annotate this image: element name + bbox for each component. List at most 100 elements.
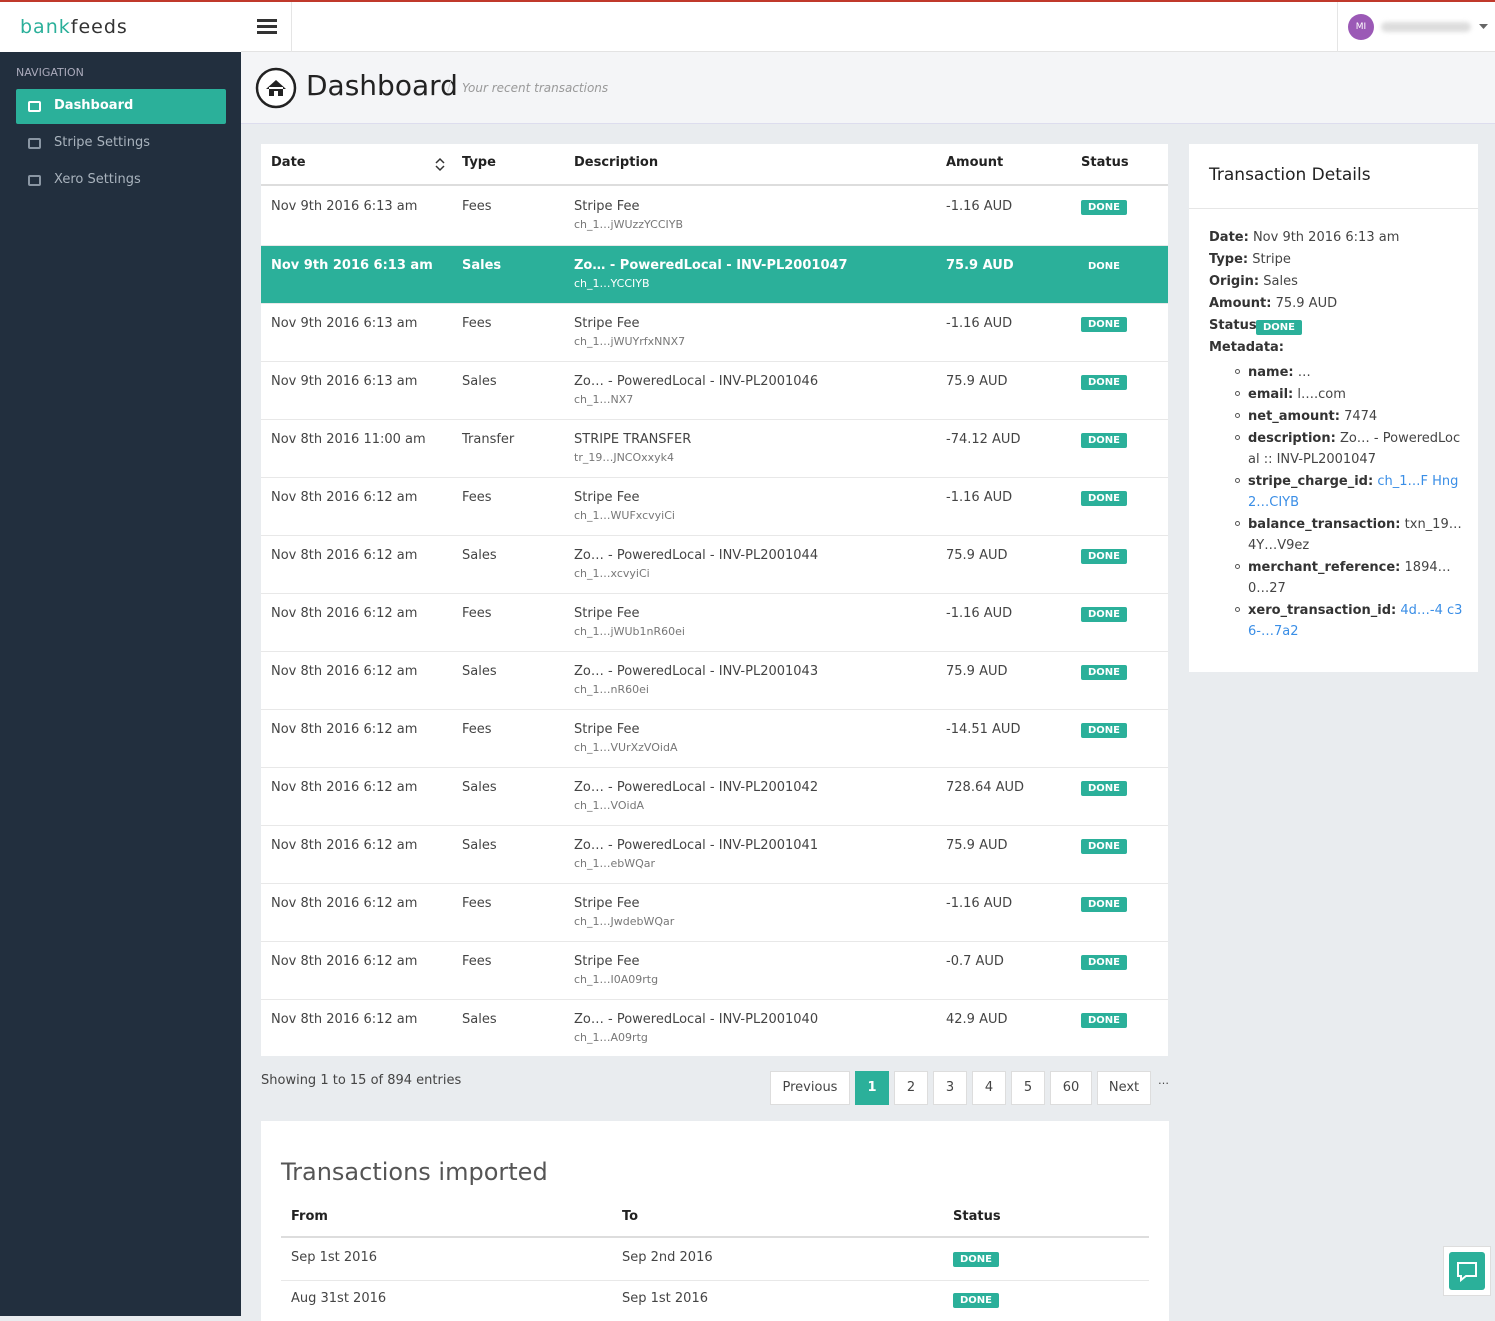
table-row[interactable]: Nov 8th 2016 6:12 am Sales Zo… - PoweredLo… bbox=[261, 535, 1168, 593]
table-row[interactable]: Nov 8th 2016 6:12 am Fees Stripe Fee ch_1…V… bbox=[261, 709, 1168, 767]
cell-type: Fees bbox=[462, 490, 492, 505]
nav-item[interactable]: Xero Settings bbox=[16, 163, 226, 198]
status-badge: DONE bbox=[1081, 317, 1128, 332]
cell-amount: 75.9 AUD bbox=[946, 374, 1008, 389]
nav-heading: NAVIGATION bbox=[16, 66, 84, 79]
page-header: Dashboard / Your recent transactions bbox=[241, 52, 1495, 124]
metadata-item: description: Zo… - PoweredLocal :: INV-P… bbox=[1248, 428, 1463, 470]
header-rule bbox=[281, 1236, 1149, 1238]
cell: Aug 31st 2016 bbox=[291, 1291, 387, 1306]
table-row[interactable]: Nov 8th 2016 6:12 am Fees Stripe Fee ch_1…I… bbox=[261, 941, 1168, 999]
column-header: Status bbox=[953, 1209, 1001, 1224]
metadata-value[interactable]: 4d…-4 c36-…7a2 bbox=[1248, 603, 1463, 639]
nav-item[interactable]: Dashboard bbox=[16, 89, 226, 124]
table-row[interactable]: Nov 8th 2016 6:12 am Sales Zo… - PoweredLo… bbox=[261, 825, 1168, 883]
status-badge: DONE bbox=[1081, 1013, 1128, 1028]
detail-value: Nov 9th 2016 6:13 am bbox=[1252, 230, 1400, 245]
page-button[interactable]: Previous bbox=[770, 1071, 850, 1105]
home-icon bbox=[255, 67, 297, 109]
cell-amount: 75.9 AUD bbox=[946, 664, 1008, 679]
cell: Sep 2nd 2016 bbox=[622, 1250, 713, 1265]
metadata-item: name: … bbox=[1248, 362, 1463, 383]
status-badge: DONE bbox=[1081, 200, 1128, 215]
cell-description: Zo… - PoweredLocal - INV-PL2001044 bbox=[574, 548, 819, 563]
cell-amount: -74.12 AUD bbox=[946, 432, 1021, 447]
cell-reference: ch_1…I0A09rtg bbox=[574, 973, 659, 986]
status-badge: DONE bbox=[953, 1293, 1000, 1308]
table-row[interactable]: Nov 8th 2016 6:12 am Sales Zo… - PoweredLo… bbox=[261, 767, 1168, 825]
status-badge: DONE bbox=[1081, 433, 1128, 448]
metadata-key: name: bbox=[1248, 365, 1294, 380]
cell-reference: ch_1…jWUb1nR60ei bbox=[574, 625, 685, 638]
nav-item[interactable]: Stripe Settings bbox=[16, 126, 226, 161]
page-button[interactable]: 2 bbox=[894, 1071, 928, 1105]
cell-amount: -14.51 AUD bbox=[946, 722, 1021, 737]
nav-label: Stripe Settings bbox=[54, 135, 151, 150]
cell-description: Stripe Fee bbox=[574, 490, 640, 505]
cell-reference: ch_1…VOidA bbox=[574, 799, 645, 812]
column-header: From bbox=[291, 1209, 328, 1224]
cell-reference: ch_1…WUFxcvyiCi bbox=[574, 509, 675, 522]
column-header: Status bbox=[1081, 155, 1129, 170]
metadata-key: xero_transaction_id: bbox=[1248, 603, 1397, 618]
table-row[interactable]: Nov 8th 2016 6:12 am Sales Zo… - PoweredLo… bbox=[261, 999, 1168, 1057]
cell-type: Sales bbox=[462, 664, 497, 679]
cell-type: Sales bbox=[462, 374, 497, 389]
cell-amount: 728.64 AUD bbox=[946, 780, 1025, 795]
cell-type: Fees bbox=[462, 896, 492, 911]
brand[interactable]: bankfeeds bbox=[0, 0, 241, 52]
status-badge: DONE bbox=[1088, 261, 1121, 272]
metadata-value[interactable]: ch_1…F Hng2…CIYB bbox=[1248, 474, 1459, 510]
status-badge: DONE bbox=[1081, 491, 1128, 506]
metadata-item: email: l….com bbox=[1248, 384, 1463, 405]
page-button[interactable]: 3 bbox=[933, 1071, 967, 1105]
cell-type: Transfer bbox=[462, 432, 515, 447]
cell-description: Zo… - PoweredLocal - INV-PL2001047 bbox=[574, 258, 848, 273]
status-badge: DONE bbox=[1081, 723, 1128, 738]
cell: Sep 1st 2016 bbox=[291, 1250, 377, 1265]
chat-button[interactable] bbox=[1443, 1246, 1491, 1296]
page-button[interactable]: 5 bbox=[1011, 1071, 1045, 1105]
table-row[interactable]: Nov 9th 2016 6:13 am Fees Stripe Fee ch_1…j… bbox=[261, 303, 1168, 361]
cell-description: Zo… - PoweredLocal - INV-PL2001046 bbox=[574, 374, 819, 389]
cell-amount: 75.9 AUD bbox=[946, 838, 1008, 853]
table-row[interactable]: Nov 8th 2016 6:12 am Sales Zo… - PoweredLo… bbox=[261, 651, 1168, 709]
table-row[interactable]: Nov 9th 2016 6:13 am Fees Stripe Fee ch_1…j… bbox=[261, 187, 1168, 245]
metadata-item: stripe_charge_id: ch_1…F Hng2…CIYB bbox=[1248, 471, 1463, 513]
menu-icon[interactable] bbox=[257, 18, 277, 36]
cell-type: Sales bbox=[462, 838, 497, 853]
table-row[interactable]: Nov 8th 2016 6:12 am Fees Stripe Fee ch_1…J… bbox=[261, 883, 1168, 941]
table-row[interactable]: Nov 9th 2016 6:13 am Sales Zo… - PoweredLo… bbox=[261, 361, 1168, 419]
metadata-value: l….com bbox=[1297, 387, 1346, 402]
cell-date: Nov 8th 2016 6:12 am bbox=[271, 838, 418, 853]
cell-description: Stripe Fee bbox=[574, 954, 640, 969]
table-row[interactable]: Nov 8th 2016 11:00 am Transfer STRIPE TRAN… bbox=[261, 419, 1168, 477]
page-button[interactable]: Next bbox=[1097, 1071, 1151, 1105]
detail-value: Stripe bbox=[1252, 252, 1291, 267]
table-row[interactable]: Nov 8th 2016 6:12 am Fees Stripe Fee ch_1…j… bbox=[261, 593, 1168, 651]
cell-date: Nov 9th 2016 6:13 am bbox=[271, 199, 418, 214]
nav-icon bbox=[28, 101, 41, 112]
page-subtitle: Your recent transactions bbox=[462, 81, 609, 95]
metadata-key: email: bbox=[1248, 387, 1294, 402]
table-row[interactable]: Nov 9th 2016 6:13 am Sales Zo… - PoweredLo… bbox=[261, 245, 1168, 303]
column-header: Date bbox=[271, 155, 306, 170]
metadata-item: merchant_reference: 1894… 0…27 bbox=[1248, 557, 1463, 599]
cell-date: Nov 8th 2016 11:00 am bbox=[271, 432, 426, 447]
page-button[interactable]: 4 bbox=[972, 1071, 1006, 1105]
bullet bbox=[1235, 391, 1240, 396]
cell-date: Nov 8th 2016 6:12 am bbox=[271, 722, 418, 737]
table-row[interactable]: Nov 8th 2016 6:12 am Fees Stripe Fee ch_1…W… bbox=[261, 477, 1168, 535]
cell-amount: -1.16 AUD bbox=[946, 316, 1013, 331]
page-button[interactable]: 1 bbox=[855, 1071, 889, 1105]
nav-icon bbox=[28, 175, 41, 186]
avatar[interactable]: MI bbox=[1348, 14, 1374, 40]
sort-icon[interactable] bbox=[435, 157, 445, 172]
row-rule bbox=[281, 1280, 1149, 1281]
page-button[interactable]: 60 bbox=[1050, 1071, 1092, 1105]
cell-reference: ch_1…YCCIYB bbox=[574, 277, 650, 290]
cell-reference: ch_1…JwdebWQar bbox=[574, 915, 675, 928]
cell-amount: 75.9 AUD bbox=[946, 258, 1014, 273]
status-badge: DONE bbox=[1081, 549, 1128, 564]
cell-reference: ch_1…VUrXzVOidA bbox=[574, 741, 678, 754]
